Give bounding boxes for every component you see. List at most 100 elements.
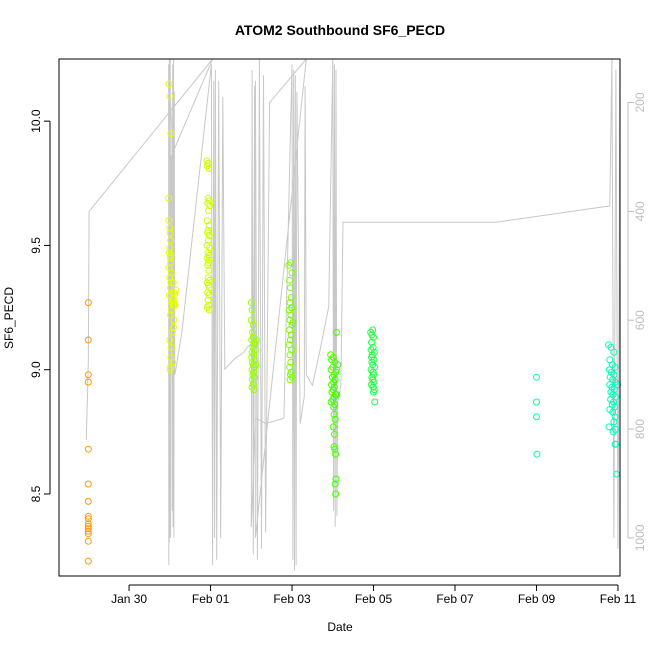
data-point [612, 425, 619, 433]
data-point [286, 336, 294, 344]
data-point [205, 164, 213, 172]
data-point [286, 326, 294, 334]
series-group [285, 259, 297, 384]
data-point [288, 346, 296, 354]
data-point [205, 291, 213, 299]
series-group [165, 80, 180, 374]
series-group [327, 328, 342, 498]
data-point [166, 244, 174, 252]
data-point [167, 269, 175, 277]
chart-title: ATOM2 Southbound SF6_PECD [235, 22, 445, 38]
data-point [170, 316, 178, 324]
series-group [84, 299, 92, 565]
data-point [84, 520, 92, 528]
data-point [611, 363, 619, 371]
data-point [289, 319, 297, 326]
series-group [533, 373, 541, 458]
y-tick-label: 9.5 [29, 237, 43, 254]
axes: 8.5 9.0 9.5 10.0 Jan 30 Feb 01 Feb 03 Feb 05 Feb… [29, 92, 647, 606]
data-point [166, 366, 174, 374]
data-point [609, 428, 617, 436]
data-point [286, 284, 294, 292]
data-point [166, 229, 174, 237]
data-point [166, 92, 174, 100]
data-point [369, 326, 377, 334]
data-point [332, 328, 340, 336]
data-point [170, 296, 178, 304]
data-point [249, 376, 256, 384]
data-point [84, 480, 92, 488]
data-point [204, 296, 212, 304]
data-point [205, 207, 212, 215]
data-point [287, 331, 295, 339]
data-point [205, 306, 213, 314]
data-point [330, 430, 338, 438]
data-point [287, 294, 295, 302]
x-tick-label: Feb 01 [192, 592, 230, 606]
data-point [84, 522, 92, 530]
data-point [203, 217, 211, 225]
data-point [166, 254, 174, 262]
data-point [533, 413, 540, 421]
data-point [84, 336, 92, 344]
data-point [84, 530, 92, 538]
right-tick-label: 200 [633, 92, 647, 112]
data-point [84, 497, 92, 505]
data-point [205, 236, 212, 244]
right-tick-label: 800 [633, 419, 647, 439]
data-point [605, 423, 613, 431]
data-point [249, 321, 257, 329]
data-point [288, 269, 296, 277]
data-point [84, 537, 92, 545]
data-point [332, 475, 340, 483]
data-point [287, 311, 295, 319]
data-point [330, 403, 338, 411]
data-point [329, 423, 337, 431]
data-point [286, 376, 294, 384]
right-tick-label: 400 [633, 201, 647, 221]
data-point [168, 328, 176, 336]
data-points [84, 80, 622, 565]
data-point [166, 274, 174, 282]
y-tick-label: 10.0 [29, 109, 43, 133]
data-point [612, 440, 620, 448]
x-tick-label: Feb 07 [436, 592, 474, 606]
data-point [286, 351, 294, 359]
data-point [250, 386, 258, 394]
data-point [84, 378, 92, 386]
data-point [167, 343, 175, 351]
data-point [84, 445, 92, 453]
data-point [205, 284, 213, 292]
data-point [332, 450, 340, 458]
data-point [332, 366, 340, 374]
data-point [286, 363, 294, 371]
data-point [370, 388, 377, 396]
data-point [84, 371, 92, 379]
data-point [610, 418, 618, 426]
data-point [167, 363, 175, 371]
data-point [371, 398, 379, 406]
y-axis-label: SF6_PECD [2, 287, 16, 349]
data-point [166, 336, 174, 344]
data-point [205, 266, 213, 274]
series-group [605, 341, 622, 478]
data-point [165, 217, 173, 225]
data-point [165, 80, 173, 88]
data-point [287, 358, 295, 366]
right-tick-label: 600 [633, 310, 647, 330]
data-point [84, 512, 92, 520]
data-point [170, 323, 177, 331]
data-point [84, 299, 92, 307]
data-point [205, 222, 213, 229]
data-point [167, 353, 175, 361]
data-point [249, 328, 256, 336]
data-point [369, 368, 377, 376]
plot-frame [58, 58, 621, 577]
data-point [171, 291, 179, 299]
data-point [167, 311, 175, 319]
data-point [334, 361, 342, 369]
data-point [247, 299, 255, 307]
data-point [368, 338, 375, 346]
x-tick-label: Feb 05 [355, 592, 393, 606]
